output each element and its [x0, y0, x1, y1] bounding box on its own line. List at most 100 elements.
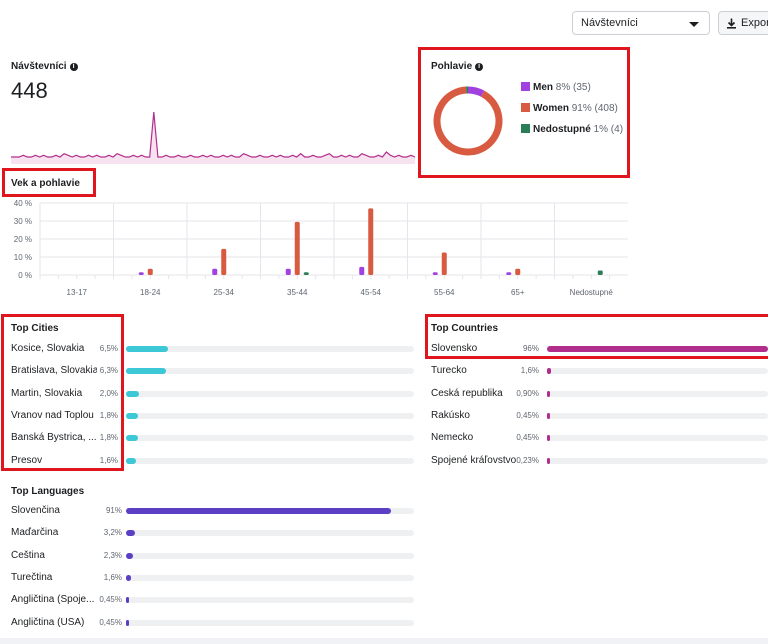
cities-item-bar-track	[126, 435, 414, 442]
bar-men-18-24[interactable]	[138, 272, 144, 275]
info-icon[interactable]: i	[475, 63, 484, 71]
countries-item-label: Slovensko	[431, 343, 478, 354]
visitors-title-text: Návštevníci	[11, 61, 67, 72]
countries-item-bar-track	[547, 457, 768, 464]
countries-item-bar-track	[547, 346, 768, 352]
countries-item-pct: 96%	[522, 344, 539, 353]
languages-item-pct: 2,3%	[103, 550, 122, 560]
gender-legend-item: Nedostupné 1% (4)	[521, 124, 623, 135]
countries-item-bar-track	[547, 435, 768, 442]
cities-item-pct: 2,0%	[99, 388, 118, 398]
countries-item-bar-fill	[547, 346, 768, 352]
bar-men-65+[interactable]	[506, 272, 512, 275]
bar-women-45-54[interactable]	[368, 208, 374, 275]
legend-swatch	[521, 103, 530, 112]
cities-item-bar-track	[126, 390, 414, 397]
donut-slice-women[interactable]	[433, 86, 503, 156]
y-tick-label: 0 %	[18, 271, 32, 280]
languages-item-pct: 3,2%	[103, 528, 122, 538]
gender-legend-item: Men 8% (35)	[521, 82, 591, 93]
cities-item-pct: 6,3%	[99, 366, 118, 376]
cities-item-bar-fill	[126, 412, 138, 419]
visitors-title: Návštevníci i	[11, 61, 78, 72]
countries-title: Top Countries	[431, 323, 499, 334]
languages-item-label: Slovenčina	[11, 505, 60, 516]
languages-item-bar-fill	[126, 574, 131, 581]
countries-item-bar-track	[547, 412, 768, 419]
bar-women-55-64[interactable]	[441, 252, 447, 276]
highlight-box-countries	[425, 314, 768, 359]
bar-women-18-24[interactable]	[147, 268, 153, 275]
legend-swatch	[521, 124, 530, 133]
countries-item-pct: 0,90%	[516, 388, 539, 398]
legend-pct: 91%	[571, 103, 592, 114]
bar-men-55-64[interactable]	[432, 272, 438, 275]
cities-item-label: Martin, Slovakia	[11, 387, 83, 399]
countries-item-bar-fill	[547, 412, 550, 419]
countries-item-bar-track	[547, 390, 768, 397]
cities-title: Top Cities	[11, 323, 59, 334]
bar-men-25-34[interactable]	[212, 268, 218, 275]
bar-men-45-54[interactable]	[359, 266, 365, 275]
bar-nedostupné-nedostupné[interactable]	[597, 270, 603, 276]
bar-women-35-44[interactable]	[294, 221, 300, 275]
age-gender-title: Vek a pohlavie	[11, 178, 80, 189]
cities-item-bar-track	[126, 457, 414, 464]
highlight-box-cities	[1, 314, 124, 471]
languages-item-pct: 91%	[105, 506, 122, 515]
metric-dropdown[interactable]: Návštevníci	[572, 11, 710, 35]
legend-count: (4)	[610, 124, 624, 135]
x-tick-label: 35-44	[287, 288, 308, 297]
languages-item-bar-track	[126, 574, 414, 581]
languages-item-bar-track	[126, 552, 414, 559]
x-tick-label: 65+	[511, 288, 525, 297]
languages-item-label: Angličtina (Spoje...	[11, 594, 95, 606]
audience-card	[0, 48, 768, 638]
legend-count: (35)	[573, 82, 591, 93]
bar-nedostupné-35-44[interactable]	[303, 272, 309, 275]
cities-item-label: Kosice, Slovakia	[11, 343, 85, 354]
cities-item-bar-track	[126, 412, 414, 419]
highlight-box-age-gender	[2, 168, 96, 197]
countries-item-label: Česká republika	[431, 387, 503, 399]
legend-pct: 1%	[593, 124, 609, 135]
languages-item-bar-fill	[126, 552, 133, 559]
languages-item-label: Maďarčina	[11, 527, 59, 539]
languages-item-bar-fill	[126, 508, 391, 514]
countries-item-pct: 0,45%	[516, 433, 539, 443]
cities-item-bar-fill	[126, 435, 138, 442]
info-icon[interactable]: i	[69, 63, 78, 71]
countries-item-label: Nemecko	[431, 432, 474, 444]
bar-women-25-34[interactable]	[221, 248, 227, 275]
languages-item-bar-track	[126, 530, 414, 537]
y-tick-label: 30 %	[14, 217, 32, 226]
visitors-trend-chart	[11, 111, 415, 164]
countries-item-bar-track	[547, 368, 768, 375]
legend-label: Women	[533, 103, 569, 114]
export-button[interactable]: Export	[718, 11, 768, 35]
cities-item-label: Banská Bystrica, ...	[11, 432, 97, 444]
languages-item-pct: 0,45%	[99, 617, 122, 627]
legend-swatch	[521, 82, 530, 91]
cities-item-label: Bratislava, Slovakia	[11, 365, 97, 377]
donut-slice-men[interactable]	[467, 86, 485, 97]
languages-item-bar-fill	[126, 530, 136, 537]
countries-item-bar-fill	[547, 457, 550, 464]
bar-women-65+[interactable]	[515, 268, 521, 275]
visitors-total: 448	[11, 78, 48, 103]
chevron-down-icon	[689, 22, 699, 27]
metric-dropdown-value: Návštevníci	[581, 17, 638, 29]
bar-men-35-44[interactable]	[285, 268, 291, 275]
cities-item-bar-fill	[126, 390, 139, 397]
countries-item-bar-fill	[547, 435, 550, 442]
cities-item-bar-fill	[126, 346, 168, 352]
y-tick-label: 10 %	[14, 253, 32, 262]
languages-item-pct: 0,45%	[99, 595, 122, 605]
languages-item-bar-track	[126, 597, 414, 604]
highlight-box-gender	[418, 47, 630, 178]
languages-item-bar-fill	[126, 597, 129, 604]
cities-item-pct: 1,6%	[99, 455, 118, 465]
age-gender-bar-chart: 40 % 30 % 20 % 10 % 0 % 13-17 18-24 25-34 35-44 4…	[14, 199, 628, 297]
cities-item-bar-track	[126, 346, 414, 352]
languages-item-pct: 1,6%	[103, 572, 122, 582]
